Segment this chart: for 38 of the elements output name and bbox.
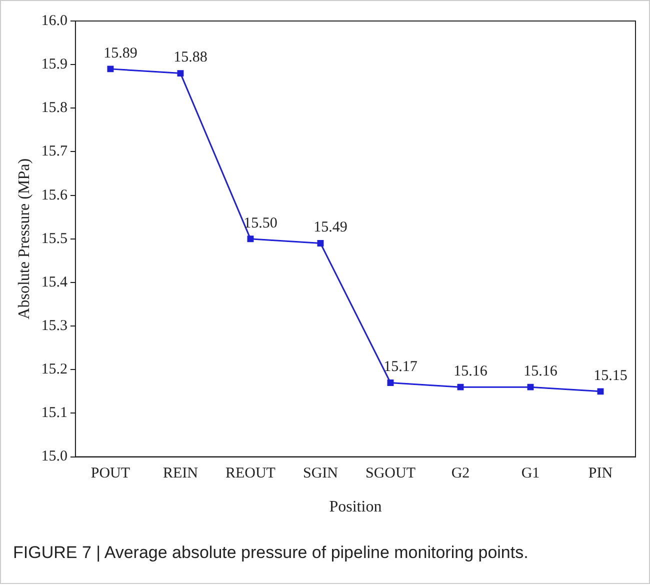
x-tick-label: G1 xyxy=(521,466,540,482)
point xyxy=(247,236,254,242)
y-tick-label: 15.5 xyxy=(41,230,68,247)
y-axis-title: Absolute Pressure (MPa) xyxy=(16,158,33,320)
x-tick-label: POUT xyxy=(90,466,130,482)
x-tick-label: PIN xyxy=(588,466,613,482)
x-tick-label: REIN xyxy=(162,466,198,482)
point xyxy=(387,379,394,386)
y-tick-label: 16.0 xyxy=(41,12,68,29)
data-label: 15.49 xyxy=(314,220,348,236)
y-tick-label: 15.1 xyxy=(41,405,68,422)
point xyxy=(597,388,604,395)
point xyxy=(457,384,464,390)
y-tick-label: 15.0 xyxy=(41,448,68,465)
data-label: 15.16 xyxy=(454,364,488,380)
y-tick-label: 15.9 xyxy=(41,56,68,73)
y-tick-label: 15.3 xyxy=(41,318,68,334)
data-label: 15.50 xyxy=(244,215,278,232)
point xyxy=(107,66,114,72)
point xyxy=(317,240,324,246)
y-tick-label: 15.6 xyxy=(41,187,68,204)
x-tick-label: G2 xyxy=(451,466,470,482)
y-tick-label: 15.2 xyxy=(41,362,68,378)
data-label: 15.89 xyxy=(104,45,138,62)
x-tick-label: SGIN xyxy=(302,466,338,482)
data-label: 15.88 xyxy=(174,50,208,66)
point xyxy=(527,384,534,390)
x-axis-title: Position xyxy=(329,498,382,516)
data-label: 15.15 xyxy=(594,368,628,384)
x-tick-label: SGOUT xyxy=(365,466,416,482)
x-tick-label: REOUT xyxy=(225,466,276,482)
point xyxy=(177,70,184,77)
y-tick-label: 15.7 xyxy=(41,144,68,160)
data-label: 15.17 xyxy=(384,359,418,376)
y-tick-label: 15.8 xyxy=(41,100,68,116)
data-label: 15.16 xyxy=(524,364,558,380)
y-tick-label: 15.4 xyxy=(41,274,68,290)
caption: FIGURE 7 | Average absolute pressure of pipeline monitoring points. xyxy=(12,542,530,564)
